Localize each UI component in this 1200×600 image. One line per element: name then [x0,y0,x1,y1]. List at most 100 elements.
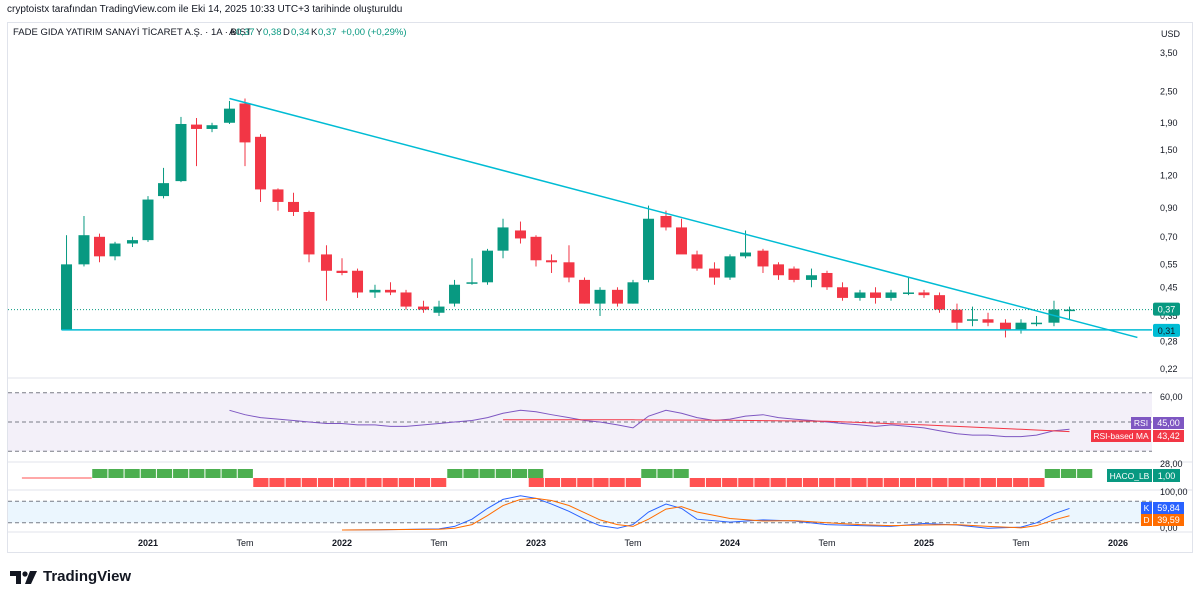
time-tick: Tem [624,538,641,548]
candle-body [401,292,412,306]
haco-bar [561,478,576,487]
time-tick: 2025 [914,538,934,548]
stoch-tick-100: 100,00 [1160,487,1188,497]
time-tick: Tem [1012,538,1029,548]
haco-bar [431,478,446,487]
chart-canvas[interactable]: FADE GIDA YATIRIM SANAYİ TİCARET A.Ş. · … [0,0,1200,600]
price-tick: 3,50 [1160,48,1178,58]
candle-body [951,310,962,323]
price-tick: 0,22 [1160,364,1178,374]
haco-bar [415,478,430,487]
candle-body [773,264,784,275]
symbol-title: FADE GIDA YATIRIM SANAYİ TİCARET A.Ş. · … [13,27,252,38]
haco-bar [851,478,866,487]
candle-body [967,319,978,321]
haco-bar [173,469,188,478]
haco-bar [593,478,608,487]
haco-bar [738,478,753,487]
ohlc-high-label: Y [256,27,263,38]
candle-body [789,269,800,280]
haco-bar [819,478,834,487]
haco-bar [545,478,560,487]
rsi-tick-60: 60,00 [1160,392,1183,402]
haco-bar [269,478,284,487]
stoch-d-name: D [1143,515,1149,525]
candle-body [903,292,914,294]
haco-bar [496,469,511,478]
candle-body [612,290,623,304]
candle-body [563,262,574,277]
haco-name: HACO_LB [1110,471,1150,481]
candle-body [466,282,477,284]
time-axis[interactable]: 2021 Tem 2022 Tem 2023 Tem 2024 Tem 2025 Tem 2026 [138,538,1128,548]
haco-bar [108,469,123,478]
candle-body [886,292,897,297]
candle-body [94,237,105,257]
candle-body [595,290,606,304]
support-badge: 0,31 [1153,324,1180,337]
price-tick: 0,28 [1160,336,1178,346]
haco-bar [835,478,850,487]
ohlc-change: +0,00 (+0,29%) [341,27,407,38]
time-tick: 2022 [332,538,352,548]
haco-bar [641,469,656,478]
currency-label: USD [1161,29,1181,39]
candle-body [676,227,687,254]
candle-body [449,285,460,304]
candle-body [207,125,218,129]
stoch-d-value: 39,59 [1157,515,1180,525]
candle-body [321,254,332,270]
candle-body [482,251,493,283]
candle-body [78,235,89,264]
candle-body [579,280,590,304]
candle-body [531,237,542,260]
haco-bar [787,478,802,487]
haco-bar [577,478,592,487]
haco-bars [22,469,1092,487]
descending-trendline[interactable] [229,98,1137,337]
candle-body [255,137,266,190]
candle-body [272,189,283,202]
candle-body [725,256,736,277]
time-tick: 2023 [526,538,546,548]
haco-bar [997,478,1012,487]
price-tick: 2,50 [1160,86,1178,96]
tradingview-logo-icon [10,569,38,585]
candle-body [191,125,202,129]
haco-bar [803,478,818,487]
haco-bar [722,478,737,487]
ohlc-low-label: D [283,27,290,38]
candle-body [288,202,299,212]
candle-body [498,227,509,250]
haco-bar [189,469,204,478]
candle-body [643,219,654,280]
haco-bar [1013,478,1028,487]
candle-body [660,216,671,227]
candle-body [110,244,121,257]
candle-body [434,307,445,313]
haco-bar [286,478,301,487]
haco-bar [965,478,980,487]
ohlc-header: A 0,37 Y 0,38 D 0,34 K 0,37 +0,00 (+0,29… [229,27,407,38]
candle-body [709,269,720,278]
haco-bar [1061,469,1076,478]
candle-body [692,254,703,268]
time-tick: Tem [818,538,835,548]
candle-body [870,292,881,297]
haco-bar [916,478,931,487]
tradingview-logo-text: TradingView [43,568,131,585]
svg-text:0,37: 0,37 [1158,305,1176,315]
candle-body [1000,323,1011,330]
candle-body [127,240,138,243]
candles[interactable] [61,98,1075,337]
haco-bar [528,469,543,478]
candle-body [515,230,526,238]
haco-bar [238,469,253,478]
price-tick: 1,20 [1160,170,1178,180]
tradingview-logo[interactable]: TradingView [10,568,131,585]
rsi-name: RSI [1134,418,1148,428]
candle-body [143,200,154,241]
haco-bar [318,478,333,487]
candle-body [175,124,186,181]
haco-bar [447,469,462,478]
